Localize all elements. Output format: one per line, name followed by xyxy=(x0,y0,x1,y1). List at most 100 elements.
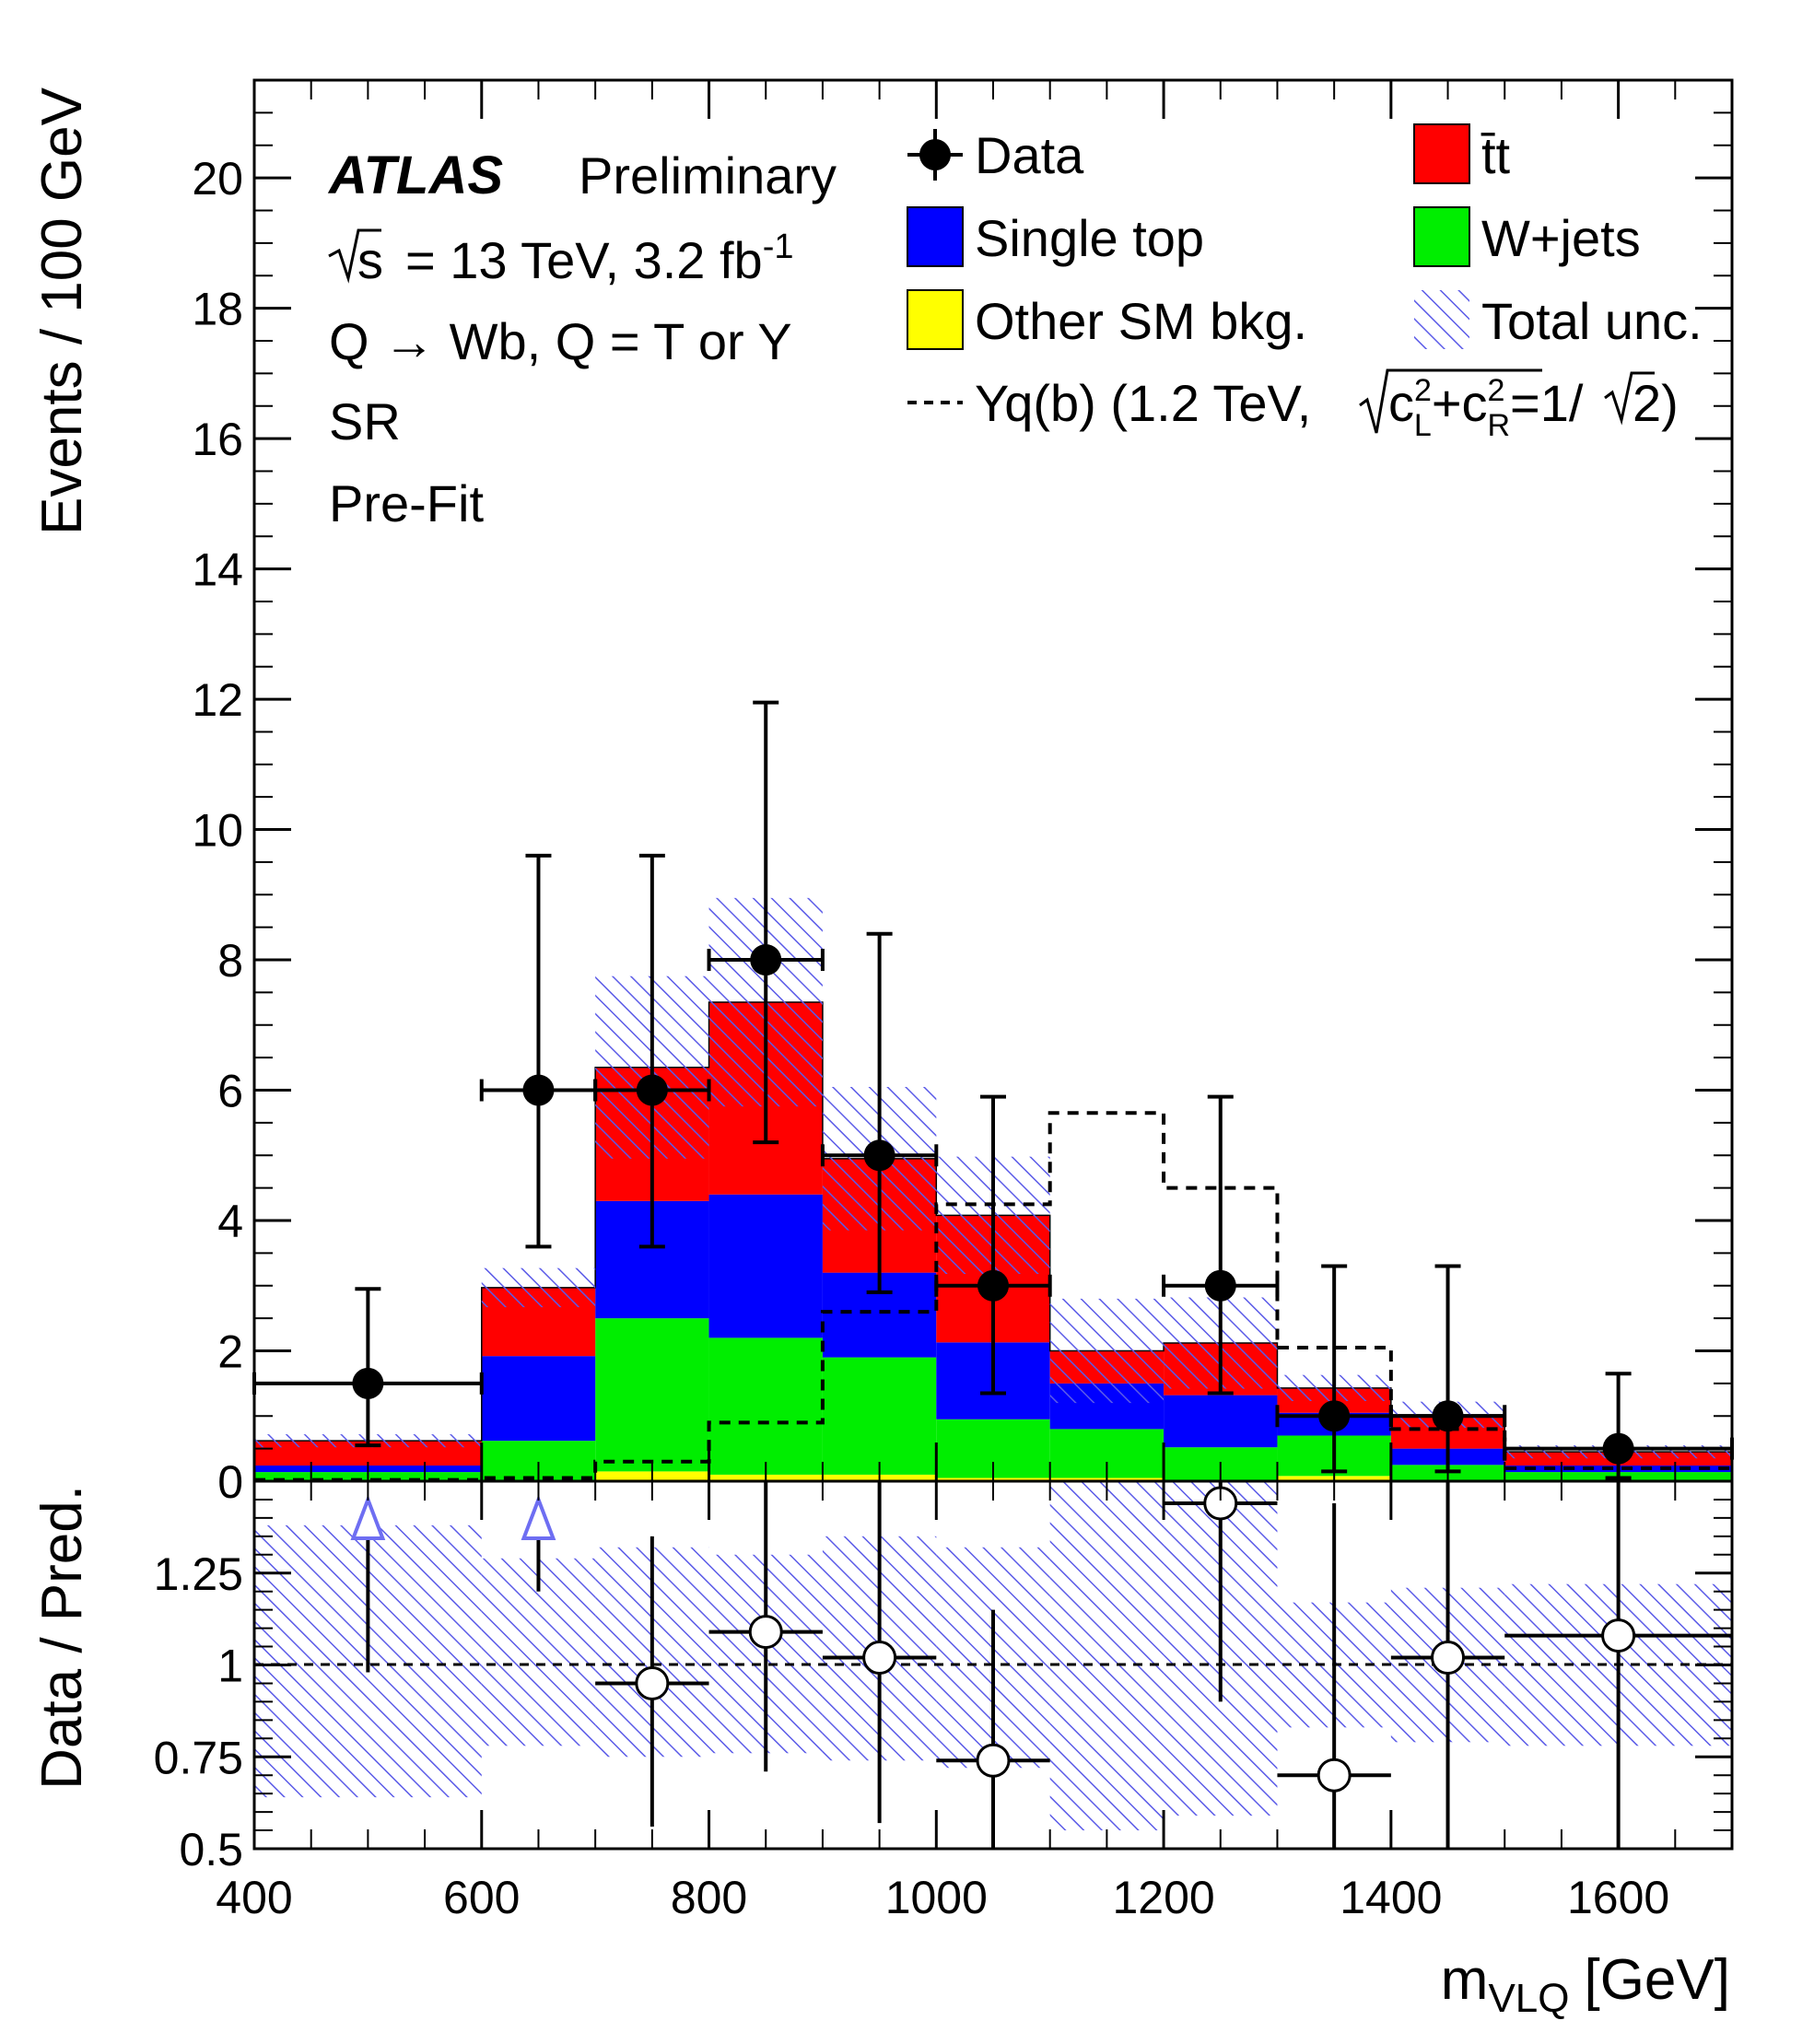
legend-label-wjets: W+jets xyxy=(1481,209,1641,267)
x-tick-label-600: 600 xyxy=(443,1872,520,1923)
ratio-point-0 xyxy=(595,1536,709,1828)
energy-sqrt-arg: s xyxy=(357,231,383,289)
bar-w-jets-2 xyxy=(595,1318,709,1472)
data-marker-4 xyxy=(863,1139,895,1172)
legend: Data t̄t Single top W+jets Other SM bkg.… xyxy=(907,123,1703,443)
ratio-offscale-arrows xyxy=(350,1494,556,1673)
y-tick-label-20: 20 xyxy=(192,153,243,204)
x-tick-label-1400: 1400 xyxy=(1340,1872,1442,1923)
y-tick-label-18: 18 xyxy=(192,284,243,335)
ratio-x-ticks: 400 600 800 1000 1200 1400 1600 xyxy=(216,1481,1733,1923)
ratio-point-3 xyxy=(936,1609,1050,1849)
x-tick-label-400: 400 xyxy=(216,1872,292,1923)
atlas-label: ATLAS Preliminary s = 13 TeV, 3.2 fb-1 Q… xyxy=(327,146,837,532)
ratio-point-6 xyxy=(1390,1481,1505,1849)
data-marker-0 xyxy=(352,1367,384,1399)
legend-label-other: Other SM bkg. xyxy=(975,292,1307,350)
ratio-point-1 xyxy=(708,1481,823,1772)
ratio-marker-2 xyxy=(862,1641,897,1676)
atlas-status: Preliminary xyxy=(579,146,837,204)
legend-label-ttbar: t̄t xyxy=(1480,126,1510,184)
y-tick-label-14: 14 xyxy=(192,544,243,596)
data-marker-5 xyxy=(977,1269,1009,1302)
bar-single-top-7 xyxy=(1164,1395,1278,1448)
legend-label-data: Data xyxy=(975,126,1084,184)
legend-item-unc: Total unc. xyxy=(1414,290,1703,350)
ratio-band-bin-6 xyxy=(1049,1481,1164,1831)
ratio-y-ticks: 0.5 0.75 1 1.25 xyxy=(154,1498,1732,1875)
ratio-point-7 xyxy=(1504,1481,1732,1849)
ratio-marker-1 xyxy=(748,1615,783,1650)
legend-label-unc: Total unc. xyxy=(1481,292,1703,350)
data-marker-6 xyxy=(1204,1269,1236,1302)
y-tick-label-16: 16 xyxy=(192,414,243,465)
ratio-y-axis-title: Data / Pred. xyxy=(30,1485,94,1790)
arrow-head-0 xyxy=(350,1494,386,1540)
data-point-8 xyxy=(1388,1264,1507,1474)
ratio-point-5 xyxy=(1277,1502,1391,1849)
unc-band-bin-6 xyxy=(1049,1298,1164,1404)
legend-item-single-top: Single top xyxy=(907,206,1204,267)
legend-signal-sqrt xyxy=(1359,368,1542,434)
main-x-ticks xyxy=(252,80,1733,1481)
y-tick-label-10: 10 xyxy=(192,805,243,857)
ratio-marker-7 xyxy=(1601,1618,1636,1653)
data-marker-3 xyxy=(750,944,782,976)
x-axis-title: mVLQ [GeV] xyxy=(1441,1948,1730,2021)
x-tick-label-800: 800 xyxy=(671,1872,747,1923)
data-point-5 xyxy=(934,1094,1052,1396)
bar-single-top-1 xyxy=(481,1356,596,1442)
ratio-panel: 0.5 0.75 1 1.25 400 600 800 1000 1200 1400 1600 xyxy=(154,1479,1734,1923)
main-panel: 0 2 4 6 8 10 12 14 16 18 20 xyxy=(192,78,1734,1508)
data-point-4 xyxy=(820,931,939,1294)
sqrt-symbol xyxy=(328,228,381,284)
y-tick-label-2: 2 xyxy=(217,1326,243,1378)
data-marker-1 xyxy=(522,1074,555,1106)
fit-label: Pre-Fit xyxy=(329,474,484,532)
unc-band-bin-1 xyxy=(481,1267,596,1308)
ratio-point-4 xyxy=(1164,1481,1278,1702)
data-points xyxy=(252,700,1734,1480)
region-label: SR xyxy=(329,392,401,450)
ratio-marker-6 xyxy=(1431,1641,1466,1676)
legend-item-wjets: W+jets xyxy=(1413,206,1641,267)
ratio-y-tick-label-1: 1 xyxy=(217,1641,243,1692)
data-point-3 xyxy=(707,700,825,1145)
energy-value: = 13 TeV, 3.2 fb-1 xyxy=(405,228,793,289)
main-y-axis-title: Events / 100 GeV xyxy=(30,87,94,535)
legend-item-data: Data xyxy=(907,126,1084,184)
legend-label-single-top: Single top xyxy=(975,209,1204,267)
data-point-0 xyxy=(252,1287,484,1448)
atlas-experiment: ATLAS xyxy=(327,146,503,205)
ratio-y-tick-label-0.75: 0.75 xyxy=(154,1732,243,1783)
energy-label: s = 13 TeV, 3.2 fb-1 xyxy=(328,228,793,289)
x-tick-label-1600: 1600 xyxy=(1567,1872,1669,1923)
x-tick-label-1200: 1200 xyxy=(1112,1872,1214,1923)
ratio-y-tick-label-0.5: 0.5 xyxy=(179,1824,243,1875)
data-point-7 xyxy=(1275,1264,1393,1474)
data-point-2 xyxy=(593,853,711,1249)
y-tick-label-4: 4 xyxy=(217,1196,243,1247)
arrow-head-1 xyxy=(521,1494,556,1540)
legend-signal-couplings: c2 L+c2 R=1/ xyxy=(1388,373,1584,443)
legend-signal-root2: 2) xyxy=(1633,374,1679,432)
ratio-points xyxy=(595,1481,1732,1849)
y-tick-label-6: 6 xyxy=(217,1066,243,1117)
legend-item-other: Other SM bkg. xyxy=(907,289,1307,350)
data-marker-2 xyxy=(636,1074,668,1106)
ratio-marker-0 xyxy=(635,1665,670,1700)
ratio-point-2 xyxy=(822,1481,937,1824)
ratio-marker-5 xyxy=(1317,1758,1352,1793)
ratio-y-tick-label-1.25: 1.25 xyxy=(154,1548,243,1600)
bar-single-top-3 xyxy=(708,1194,823,1338)
decay-label: Q → Wb, Q = T or Y xyxy=(329,312,792,370)
ratio-marker-3 xyxy=(976,1743,1011,1778)
y-tick-label-12: 12 xyxy=(192,674,243,726)
data-marker-8 xyxy=(1432,1400,1464,1432)
data-marker-7 xyxy=(1318,1400,1351,1432)
legend-item-signal: Yq(b) (1.2 TeV, c2 L+c2 R=1/ 2) xyxy=(907,368,1679,443)
x-tick-label-1000: 1000 xyxy=(885,1872,988,1923)
data-point-6 xyxy=(1162,1094,1280,1396)
data-point-1 xyxy=(479,853,598,1249)
